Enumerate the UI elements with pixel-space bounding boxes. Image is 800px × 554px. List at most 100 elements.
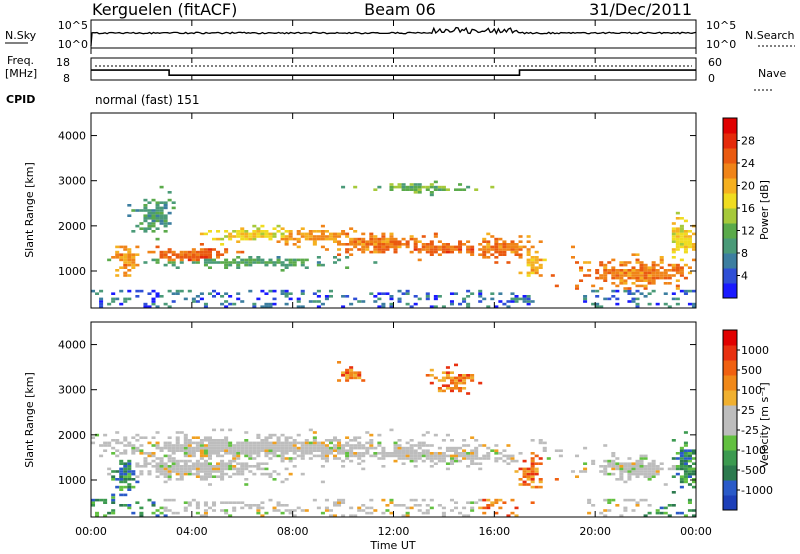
power-cell	[123, 297, 128, 301]
velocity-cell	[482, 498, 487, 502]
power-cell	[220, 253, 225, 256]
power-cell	[510, 250, 515, 254]
velocity-cell	[111, 509, 116, 512]
velocity-cell	[349, 449, 354, 452]
velocity-cell	[175, 511, 180, 515]
velocity-cell	[252, 472, 257, 476]
velocity-cell	[679, 459, 684, 463]
velocity-cell	[470, 449, 475, 452]
velocity-cell	[240, 467, 245, 471]
velocity-cell	[603, 509, 608, 512]
velocity-cell	[389, 452, 394, 455]
power-cell	[647, 292, 652, 295]
velocity-cell	[454, 387, 459, 390]
velocity-cell	[288, 446, 293, 450]
velocity-cell	[127, 462, 132, 465]
velocity-cell	[171, 452, 176, 455]
velocity-cell	[127, 483, 132, 486]
power-cell	[203, 253, 208, 256]
power-cell	[175, 266, 180, 269]
power-cell	[663, 269, 668, 272]
velocity-cell	[244, 462, 249, 465]
velocity-cell	[131, 452, 136, 455]
velocity-cell	[518, 467, 523, 471]
power-cell	[377, 240, 382, 243]
velocity-cell	[284, 444, 289, 447]
power-cell	[474, 188, 479, 191]
power-cell	[167, 261, 172, 264]
velocity-cell	[260, 506, 265, 510]
power-cell	[514, 295, 519, 298]
velocity-cell	[183, 470, 188, 473]
velocity-cell	[373, 452, 378, 455]
power-cell	[615, 269, 620, 272]
velocity-cell	[280, 459, 285, 463]
velocity-cell	[312, 431, 317, 434]
power-cell	[595, 302, 600, 306]
velocity-cell	[167, 444, 172, 447]
velocity-cell	[687, 470, 692, 473]
velocity-cell	[111, 496, 116, 499]
power-cell	[260, 289, 265, 293]
velocity-cell	[603, 514, 608, 517]
power-cell	[123, 263, 128, 267]
power-cell	[316, 295, 321, 298]
power-cell	[542, 258, 547, 262]
power-cell	[288, 230, 293, 233]
velocity-cell	[377, 441, 382, 445]
power-cell	[224, 300, 229, 303]
velocity-cell	[288, 444, 293, 447]
power-cell	[522, 297, 527, 301]
power-cell	[401, 183, 406, 186]
velocity-cell	[333, 444, 338, 447]
velocity-cell	[240, 506, 245, 510]
nsearch-label: N.Search	[745, 29, 795, 42]
velocity-cell	[159, 506, 164, 510]
power-cell	[264, 305, 269, 308]
velocity-cell	[268, 444, 273, 447]
velocity-cell	[119, 470, 124, 473]
velocity-cell	[163, 465, 168, 468]
colorbar-swatch	[723, 375, 737, 391]
power-cell	[486, 250, 491, 254]
velocity-cell	[119, 478, 124, 481]
power-cell	[538, 274, 543, 277]
power-cell	[171, 201, 176, 204]
velocity-cell	[369, 498, 374, 502]
nsearch-tick-top: 10^5	[706, 19, 736, 32]
power-cell	[651, 269, 656, 272]
velocity-cell	[171, 498, 176, 502]
velocity-cell	[454, 376, 459, 380]
velocity-cell	[248, 441, 253, 445]
velocity-cell	[449, 376, 454, 380]
power-cell	[659, 274, 664, 277]
power-cell	[99, 305, 104, 308]
velocity-cell	[458, 454, 463, 458]
power-cell	[260, 224, 265, 228]
velocity-cell	[607, 472, 612, 476]
power-cell	[433, 188, 438, 191]
velocity-cell	[179, 459, 184, 463]
velocity-cell	[679, 478, 684, 481]
velocity-cell	[687, 465, 692, 468]
velocity-cell	[264, 472, 269, 476]
time-xlabel: Time UT	[369, 539, 415, 552]
power-cell	[163, 250, 168, 254]
power-cell	[163, 204, 168, 207]
power-cell	[284, 263, 289, 267]
power-cell	[401, 292, 406, 295]
velocity-cell	[437, 457, 442, 460]
power-cell	[284, 235, 289, 238]
colorbar-swatch	[723, 390, 737, 406]
power-cell	[631, 300, 636, 303]
velocity-cell	[441, 439, 446, 442]
power-cell	[131, 263, 136, 267]
velocity-cell	[619, 462, 624, 465]
power-cell	[191, 256, 196, 259]
power-cell	[316, 305, 321, 308]
velocity-cell	[449, 439, 454, 442]
velocity-cell	[228, 452, 233, 455]
power-cell	[316, 263, 321, 267]
velocity-cell	[627, 475, 632, 478]
